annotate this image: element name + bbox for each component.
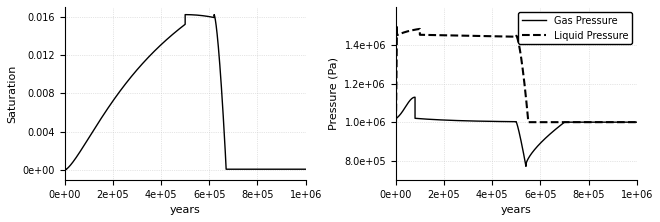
X-axis label: years: years bbox=[170, 205, 201, 215]
X-axis label: years: years bbox=[501, 205, 532, 215]
Gas Pressure bbox=[406, 99, 414, 102]
Gas Pressure bbox=[411, 96, 419, 99]
Gas Pressure bbox=[392, 121, 400, 123]
Gas Pressure bbox=[553, 127, 561, 129]
Gas Pressure bbox=[447, 119, 455, 122]
Liquid Pressure bbox=[393, 25, 401, 28]
Liquid Pressure bbox=[413, 28, 421, 31]
Y-axis label: Saturation: Saturation bbox=[7, 64, 17, 123]
Liquid Pressure bbox=[428, 34, 436, 36]
Y-axis label: Pressure (Pa): Pressure (Pa) bbox=[329, 57, 339, 130]
Gas Pressure bbox=[425, 118, 433, 121]
Liquid Pressure bbox=[415, 28, 423, 30]
Liquid Pressure bbox=[578, 121, 586, 123]
Liquid Pressure bbox=[448, 34, 456, 37]
Gas Pressure bbox=[432, 118, 440, 121]
Liquid Pressure bbox=[392, 121, 400, 123]
Line: Liquid Pressure: Liquid Pressure bbox=[396, 26, 637, 122]
Line: Gas Pressure: Gas Pressure bbox=[396, 97, 637, 166]
Liquid Pressure bbox=[441, 34, 449, 37]
Gas Pressure bbox=[522, 165, 530, 168]
Gas Pressure bbox=[633, 121, 641, 123]
Legend: Gas Pressure, Liquid Pressure: Gas Pressure, Liquid Pressure bbox=[517, 12, 632, 44]
Gas Pressure bbox=[436, 119, 444, 121]
Liquid Pressure bbox=[633, 121, 641, 123]
